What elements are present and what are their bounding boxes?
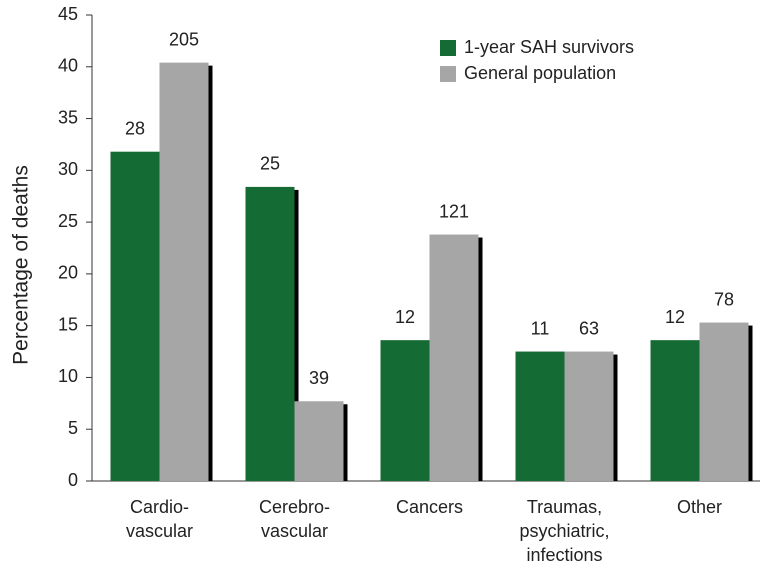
y-tick-label: 45	[58, 4, 78, 24]
legend-swatch	[440, 40, 456, 56]
count-label: 12	[665, 307, 685, 327]
x-tick-label: vascular	[126, 521, 193, 541]
x-tick-label: vascular	[261, 521, 328, 541]
x-tick-label: infections	[526, 545, 602, 565]
y-axis-label: Percentage of deaths	[10, 165, 33, 365]
y-tick-label: 25	[58, 211, 78, 231]
x-tick-label: Cerebro-	[259, 497, 330, 517]
count-label: 12	[395, 307, 415, 327]
bar	[159, 62, 209, 481]
legend-swatch	[440, 66, 456, 82]
count-label: 205	[169, 29, 199, 49]
legend-label: General population	[464, 63, 616, 83]
bar	[650, 340, 700, 481]
bar	[245, 186, 295, 481]
y-tick-label: 10	[58, 366, 78, 386]
x-tick-label: Other	[677, 497, 722, 517]
count-label: 25	[260, 154, 280, 174]
y-tick-label: 0	[68, 470, 78, 490]
count-label: 78	[714, 289, 734, 309]
bar	[294, 401, 344, 481]
legend-label: 1-year SAH survivors	[464, 37, 634, 57]
count-label: 63	[579, 318, 599, 338]
bar	[564, 351, 614, 481]
y-tick-label: 30	[58, 159, 78, 179]
count-label: 121	[439, 201, 469, 221]
count-label: 39	[309, 368, 329, 388]
bar	[380, 340, 430, 481]
bar	[699, 322, 749, 481]
bar	[110, 151, 160, 481]
y-tick-label: 5	[68, 418, 78, 438]
x-tick-label: Cancers	[396, 497, 463, 517]
count-label: 11	[531, 318, 550, 338]
bar	[515, 351, 565, 481]
y-tick-label: 35	[58, 107, 78, 127]
y-tick-label: 20	[58, 263, 78, 283]
bar	[429, 234, 479, 481]
count-label: 28	[125, 118, 145, 138]
y-tick-label: 15	[58, 314, 78, 334]
y-tick-label: 40	[58, 56, 78, 76]
x-tick-label: Cardio-	[130, 497, 189, 517]
x-tick-label: psychiatric,	[519, 521, 609, 541]
x-tick-label: Traumas,	[527, 497, 602, 517]
